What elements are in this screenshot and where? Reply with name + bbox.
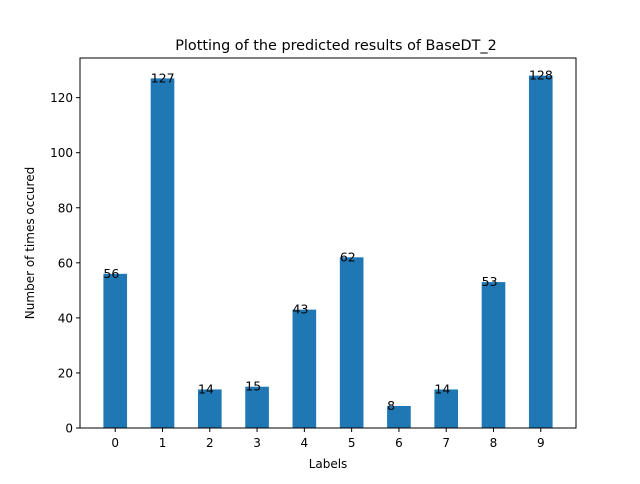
x-tick-label-4: 4 bbox=[301, 436, 309, 450]
y-tick-label-0: 0 bbox=[65, 422, 73, 436]
x-tick-label-6: 6 bbox=[395, 436, 403, 450]
x-tick-label-1: 1 bbox=[159, 436, 167, 450]
x-tick-label-9: 9 bbox=[537, 436, 545, 450]
x-axis-label: Labels bbox=[309, 457, 348, 471]
value-label-6: 8 bbox=[387, 398, 395, 413]
bar-0 bbox=[103, 273, 128, 428]
value-label-8: 53 bbox=[482, 274, 498, 289]
y-tick-label-20: 20 bbox=[58, 366, 73, 380]
bar-2 bbox=[197, 389, 222, 428]
plot-area-frame bbox=[79, 57, 577, 429]
y-tick-label-60: 60 bbox=[58, 256, 73, 270]
y-axis-label: Number of times occured bbox=[23, 167, 37, 319]
bars-layer bbox=[103, 75, 553, 429]
y-tick-label-80: 80 bbox=[58, 201, 73, 215]
value-label-7: 14 bbox=[434, 381, 450, 396]
x-tick-label-2: 2 bbox=[206, 436, 214, 450]
value-label-5: 62 bbox=[340, 249, 356, 264]
value-label-3: 15 bbox=[245, 379, 261, 394]
y-tick-label-40: 40 bbox=[58, 311, 73, 325]
value-labels-layer: 56 127 14 15 43 62 8 14 53 128 bbox=[103, 68, 552, 413]
bar-1 bbox=[150, 78, 175, 429]
value-label-1: 127 bbox=[151, 70, 175, 85]
value-label-0: 56 bbox=[103, 266, 119, 281]
x-tick-label-3: 3 bbox=[253, 436, 261, 450]
bar-6 bbox=[387, 405, 411, 428]
bar-3 bbox=[245, 386, 269, 428]
value-label-9: 128 bbox=[529, 68, 553, 83]
value-label-4: 43 bbox=[293, 302, 309, 317]
bar-4 bbox=[292, 309, 317, 428]
y-tick-label-120: 120 bbox=[50, 91, 73, 105]
x-tick-label-5: 5 bbox=[348, 436, 356, 450]
x-tick-label-0: 0 bbox=[111, 436, 119, 450]
bar-5 bbox=[339, 257, 364, 428]
x-axis: 0 1 2 3 4 5 6 7 8 9 bbox=[111, 428, 545, 450]
y-axis: 0 20 40 60 80 100 120 bbox=[50, 91, 80, 436]
x-tick-label-7: 7 bbox=[442, 436, 450, 450]
bar-8 bbox=[481, 282, 506, 428]
y-tick-label-100: 100 bbox=[50, 146, 73, 160]
bar-7 bbox=[434, 389, 459, 428]
value-label-2: 14 bbox=[198, 381, 214, 396]
chart-title: Plotting of the predicted results of Bas… bbox=[175, 38, 497, 54]
x-tick-label-8: 8 bbox=[490, 436, 498, 450]
bar-9 bbox=[528, 75, 553, 428]
